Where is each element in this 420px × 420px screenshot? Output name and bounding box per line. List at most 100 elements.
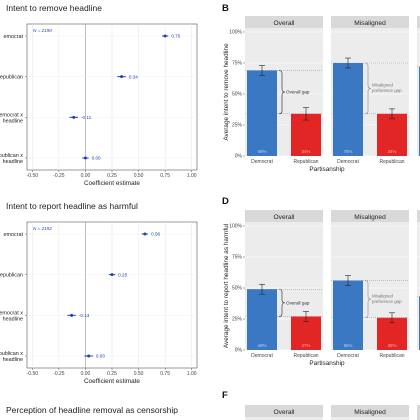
panel-c-x-tick-label: 0.25	[107, 371, 117, 377]
panel-c-x-tick-label: 0.75	[160, 371, 170, 377]
panel-b-bar-value-label: 34%	[388, 149, 397, 154]
panel-a-x-tick-label: 0.25	[107, 173, 117, 179]
panel-d-gap-annotation: Misaligned preference gap	[372, 293, 402, 304]
panel-f-facet-panel	[245, 417, 323, 420]
panel-b-x-axis-title: Partisanship	[309, 166, 345, 173]
panel-f-facet-strip	[417, 405, 420, 420]
panel-b-facet-strip	[331, 16, 409, 28]
panel-c-point	[110, 273, 114, 277]
panel-c-point	[70, 313, 74, 317]
panel-d-facet-strip	[245, 210, 323, 222]
panel-b-gap-brace	[278, 70, 286, 115]
panel-a-row-label: epublican	[0, 75, 23, 81]
panel-a-x-tick-label: 1.00	[187, 173, 197, 179]
panel-f-facet-strip	[331, 405, 409, 417]
panel-c-estimate-label: -0.13	[79, 313, 90, 318]
panel-b-x-tick-label: Democrat	[337, 159, 359, 165]
panel-d-gap-brace	[364, 280, 372, 319]
panel-b-bar-value-label: 75%	[344, 149, 353, 154]
panel-d-bar-value-label: 56%	[344, 343, 353, 348]
panel-d-facet-label: Misaligned	[354, 214, 386, 221]
panel-d-bar	[291, 316, 321, 350]
panel-b-letter: B	[222, 3, 229, 14]
panel-c-estimate-label: 0.56	[151, 232, 160, 237]
panel-d-facet-label: Overall	[274, 214, 295, 221]
panel-b-bar-value-label: 69%	[258, 149, 267, 154]
panel-b-x-tick-label: Republican	[379, 159, 404, 165]
panel-a-x-axis-title: Coefficient estimate	[84, 180, 140, 187]
panel-a-row-label: emocrat x headline	[0, 112, 23, 124]
panel-c-sample-size-label: N = 2192	[33, 226, 52, 231]
panel-b-gap-annotation: Overall gap	[286, 90, 310, 95]
panel-c-title: Intent to report headline as harmful	[6, 201, 138, 211]
panel-d-x-tick-label: Republican	[293, 353, 318, 359]
panel-d-y-tick-label: 50%	[232, 286, 243, 292]
panel-c-x-tick-label: -0.50	[27, 371, 39, 377]
panel-d-letter: D	[222, 196, 229, 207]
panel-b-bar	[377, 113, 407, 156]
panel-d-gap-annotation: Overall gap	[286, 300, 310, 305]
panel-f-facet-strip	[245, 405, 323, 417]
panel-d-y-tick-label: 25%	[232, 317, 243, 323]
panel-a-x-tick-label: -0.50	[27, 173, 39, 179]
panel-c-x-tick-label: 1.00	[187, 371, 197, 377]
panel-c-point	[143, 232, 147, 236]
panel-d-facet-panel	[417, 222, 420, 350]
panel-b-bar-value-label: 34%	[302, 149, 311, 154]
panel-f-letter: F	[222, 390, 228, 401]
panel-d-facet-strip	[331, 210, 409, 222]
panel-b-bar	[333, 63, 363, 156]
panel-b-y-tick-label: 75%	[232, 61, 243, 67]
panel-a-title: Intent to remove headline	[6, 3, 102, 13]
panel-b-facet-label: Overall	[274, 20, 295, 27]
panel-b-y-tick-label: 0%	[235, 154, 243, 160]
panel-d-bar-value-label: 27%	[302, 343, 311, 348]
panel-a-x-tick-label: 0.50	[134, 173, 144, 179]
panel-d-x-tick-label: Republican	[379, 353, 404, 359]
panel-b-facet-strip	[245, 16, 323, 28]
panel-b-gap-annotation: Misaligned preference gap	[372, 83, 402, 94]
panel-b-bar	[247, 70, 277, 156]
panel-b-x-tick-label: Republican	[293, 159, 318, 165]
panel-c-x-axis-title: Coefficient estimate	[84, 378, 140, 385]
panel-d-bar	[333, 280, 363, 350]
panel-a-estimate-label: -0.11	[81, 115, 92, 120]
panel-a-sample-size-label: N = 2190	[33, 28, 52, 33]
panel-a-point	[163, 34, 167, 38]
panel-a-point	[120, 75, 124, 79]
panel-a-point	[72, 115, 76, 119]
panel-b-bar	[291, 113, 321, 156]
panel-e-title: Perception of headline removal as censor…	[6, 405, 178, 415]
panel-d-y-tick-label: 75%	[232, 255, 243, 261]
panel-d-bar-value-label: 26%	[388, 343, 397, 348]
panel-d-bar	[377, 317, 407, 350]
panel-b-facet-strip	[417, 16, 420, 28]
panel-d-y-tick-label: 100%	[229, 224, 242, 230]
panel-d-x-axis-title: Partisanship	[309, 360, 345, 367]
panel-c-estimate-label: 0.03	[96, 354, 105, 359]
panel-a-point	[83, 156, 87, 160]
panel-c-point	[87, 354, 91, 358]
panel-f-facet-label: Overall	[274, 409, 295, 416]
panel-d-x-tick-label: Democrat	[251, 353, 273, 359]
panel-c-row-label: epublican	[0, 273, 23, 279]
panel-f-facet-panel	[331, 417, 409, 420]
panel-d-x-tick-label: Democrat	[337, 353, 359, 359]
panel-a-row-label: emocrat	[4, 34, 24, 40]
panel-b-facet-panel	[417, 28, 420, 156]
panel-c-x-tick-label: -0.25	[53, 371, 65, 377]
panel-c-row-label: emocrat	[4, 232, 24, 238]
panel-b-y-tick-label: 25%	[232, 123, 243, 129]
panel-a-estimate-label: 0.00	[92, 156, 101, 161]
panel-d-y-tick-label: 0%	[235, 348, 243, 354]
panel-d-y-axis-title: Average intent to report headline as har…	[223, 224, 230, 348]
panel-b-facet-label: Misaligned	[354, 20, 386, 27]
panel-b-gap-brace	[364, 62, 372, 115]
panel-a-x-tick-label: -0.25	[53, 173, 65, 179]
panel-b-y-tick-label: 50%	[232, 92, 243, 98]
panel-d-bar	[247, 289, 277, 350]
panel-b-y-axis-title: Average intent to remove headline	[223, 43, 230, 141]
